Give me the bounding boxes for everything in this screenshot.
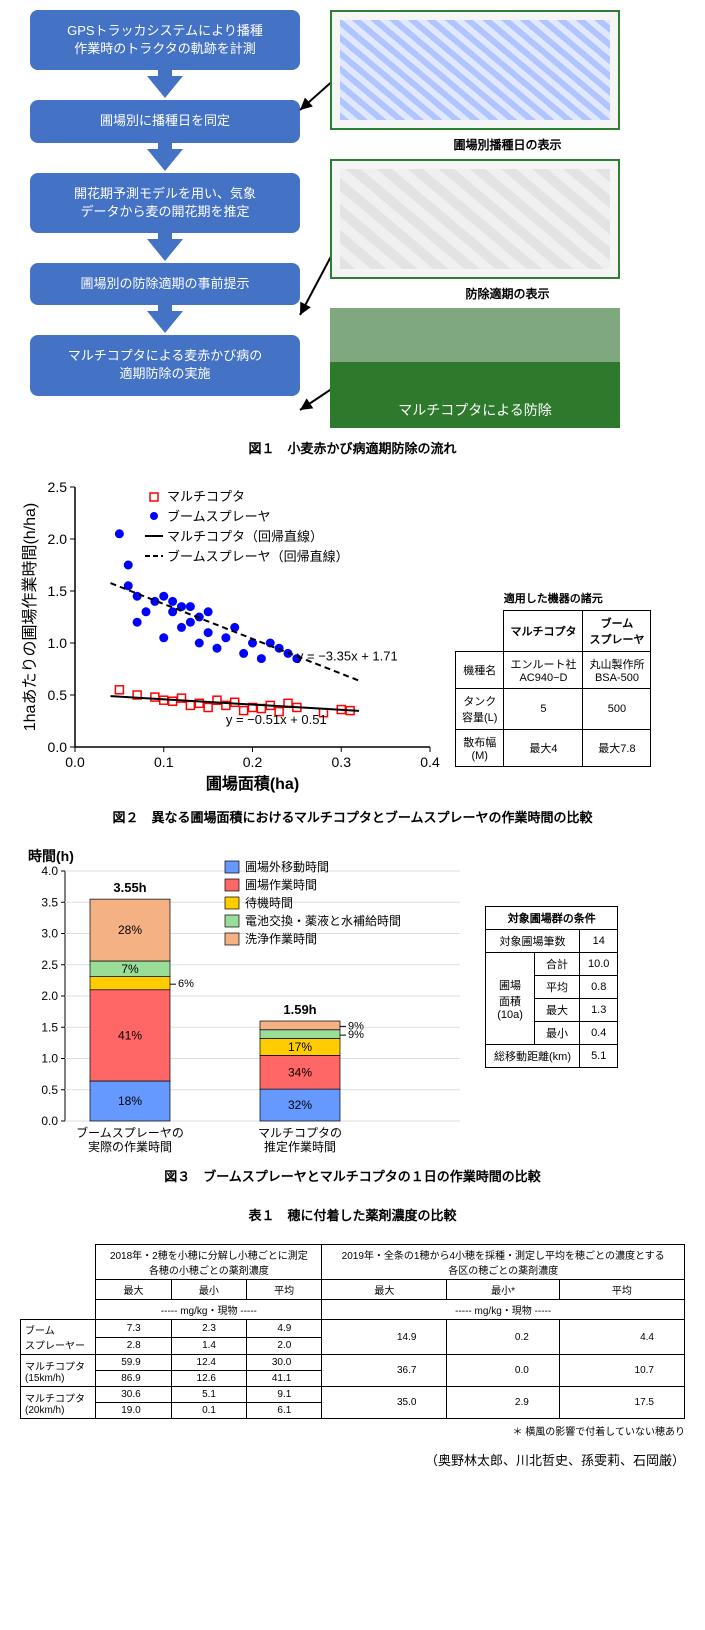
svg-text:28%: 28% [118,923,142,937]
svg-text:3.55h: 3.55h [113,880,146,895]
svg-text:ブームスプレーヤ（回帰直線）: ブームスプレーヤ（回帰直線） [167,549,349,564]
svg-text:3.0: 3.0 [41,927,58,941]
flow-box-1: 圃場別に播種日を同定 [30,100,300,142]
fig2-spec-table: 適用した機器の諸元マルチコプタブーム スプレーヤ機種名エンルート社 AC940−… [455,586,651,767]
svg-text:17%: 17% [288,1040,312,1054]
fig3-stacked-bar: 時間(h) 0.0 0.5 1.0 1.5 2.0 2.5 3.0 3.5 4.0 18% 41% 6%… [20,846,470,1166]
flow-box-4: マルチコプタによる麦赤かび病の 適期防除の実施 [30,335,300,395]
svg-text:41%: 41% [118,1028,142,1042]
figure3: 時間(h) 0.0 0.5 1.0 1.5 2.0 2.5 3.0 3.5 4.0 18% 41% 6%… [20,846,685,1166]
fig2-caption: 図２ 異なる圃場面積におけるマルチコプタとブームスプレーヤの作業時間の比較 [20,807,685,826]
table1: 2018年・2穂を小穂に分解し小穂ごとに測定 各穂の小穂ごとの薬剤濃度2019年… [20,1244,685,1419]
flow-arrow-3 [147,311,183,333]
screenshot-control-timing [330,159,620,279]
svg-text:6%: 6% [178,978,194,990]
svg-text:0.0: 0.0 [41,1114,58,1128]
screenshot-seeding-date [330,10,620,130]
svg-text:時間(h): 時間(h) [28,848,74,864]
figure2: 0.0 0.1 0.2 0.3 0.4 0.0 0.5 1.0 1.5 2.0 2.5 圃場面積(ha… [20,477,685,797]
svg-text:0.3: 0.3 [332,754,352,770]
svg-text:ブームスプレーヤ: ブームスプレーヤ [167,509,271,524]
svg-text:2.5: 2.5 [41,958,58,972]
svg-text:1.5: 1.5 [41,1020,58,1034]
screenshot-caption-1: 圃場別播種日の表示 [330,136,685,153]
svg-text:圃場面積(ha): 圃場面積(ha) [206,774,299,793]
svg-text:洗浄作業時間: 洗浄作業時間 [245,932,317,946]
svg-text:y = −3.35x + 1.71: y = −3.35x + 1.71 [297,649,398,664]
svg-text:34%: 34% [288,1065,312,1079]
svg-text:マルチコプタ: マルチコプタ [167,489,245,504]
svg-text:9%: 9% [348,1020,364,1032]
svg-text:1.5: 1.5 [48,583,68,599]
svg-text:待機時間: 待機時間 [245,895,293,910]
svg-text:4.0: 4.0 [41,864,58,878]
svg-text:1.59h: 1.59h [283,1002,316,1017]
flow-box-3: 圃場別の防除適期の事前提示 [30,263,300,305]
svg-text:電池交換・薬液と水補給時間: 電池交換・薬液と水補給時間 [245,913,401,928]
svg-text:0.4: 0.4 [420,754,440,770]
svg-text:マルチコプタの: マルチコプタの [258,1126,342,1140]
svg-text:1.0: 1.0 [41,1052,58,1066]
svg-text:2.5: 2.5 [48,479,68,495]
svg-text:3.5: 3.5 [41,895,58,909]
table1-footnote: ＊ 横風の影響で付着していない穂あり [20,1423,685,1438]
flow-box-2: 開花期予測モデルを用い、気象 データから麦の開花期を推定 [30,173,300,233]
svg-text:1.0: 1.0 [48,635,68,651]
svg-text:0.0: 0.0 [65,754,85,770]
table1-caption: 表１ 穂に付着した薬剤濃度の比較 [20,1205,685,1224]
authors: （奥野林太郎、川北哲史、孫雯莉、石岡厳） [20,1450,685,1469]
svg-text:0.5: 0.5 [48,687,68,703]
svg-text:18%: 18% [118,1094,142,1108]
svg-text:圃場作業時間: 圃場作業時間 [245,878,317,892]
flow-box-0: GPSトラッカシステムにより播種 作業時のトラクタの軌跡を計測 [30,10,300,70]
fig3-cond-table: 対象圃場群の条件対象圃場筆数14圃場 面積 (10a)合計10.0平均0.8最大… [485,906,618,1068]
svg-text:7%: 7% [121,962,139,976]
svg-text:ブームスプレーヤの: ブームスプレーヤの [76,1125,184,1140]
flow-arrow-2 [147,239,183,261]
svg-text:実際の作業時間: 実際の作業時間 [88,1139,172,1154]
svg-text:0.2: 0.2 [243,754,263,770]
svg-text:0.1: 0.1 [154,754,174,770]
drone-photo: マルチコプタによる防除 [330,308,620,428]
svg-text:圃場外移動時間: 圃場外移動時間 [245,860,329,874]
screenshot-caption-2: 防除適期の表示 [330,285,685,302]
svg-text:マルチコプタ（回帰直線）: マルチコプタ（回帰直線） [167,529,323,544]
fig2-scatter-chart: 0.0 0.1 0.2 0.3 0.4 0.0 0.5 1.0 1.5 2.0 2.5 圃場面積(ha… [20,477,440,797]
svg-text:推定作業時間: 推定作業時間 [264,1139,336,1154]
flow-arrow-0 [147,76,183,98]
svg-text:y = −0.51x + 0.51: y = −0.51x + 0.51 [226,712,327,727]
svg-text:0.0: 0.0 [48,739,68,755]
flow-arrow-1 [147,149,183,171]
svg-text:1haあたりの圃場作業時間(h/ha): 1haあたりの圃場作業時間(h/ha) [21,503,39,732]
svg-text:32%: 32% [288,1098,312,1112]
svg-text:2.0: 2.0 [48,531,68,547]
figure1-flowchart: GPSトラッカシステムにより播種 作業時のトラクタの軌跡を計測圃場別に播種日を同… [20,10,685,428]
svg-text:0.5: 0.5 [41,1083,58,1097]
fig3-caption: 図３ ブームスプレーヤとマルチコプタの１日の作業時間の比較 [20,1166,685,1185]
svg-text:2.0: 2.0 [41,989,58,1003]
fig1-caption: 図１ 小麦赤かび病適期防除の流れ [20,438,685,457]
